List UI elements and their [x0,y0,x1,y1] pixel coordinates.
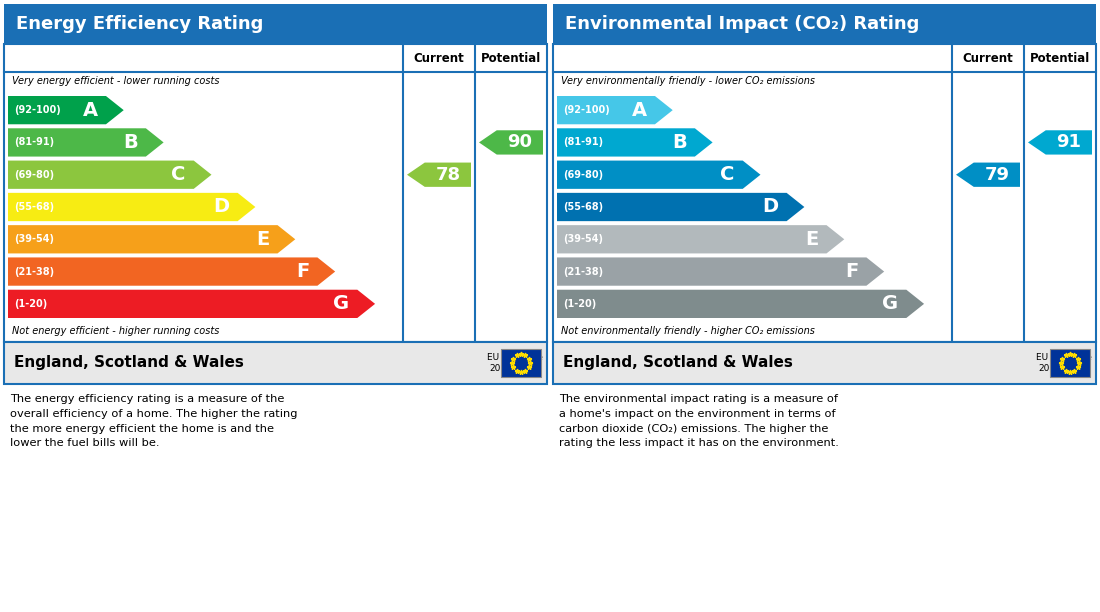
Bar [553,4,1096,44]
Text: A: A [82,100,98,119]
Text: The energy efficiency rating is a measure of the
overall efficiency of a home. T: The energy efficiency rating is a measur… [10,394,297,449]
Text: (39-54): (39-54) [14,234,54,244]
Bar [4,44,547,342]
Polygon shape [8,258,336,286]
Text: (1-20): (1-20) [563,299,596,309]
Text: E: E [256,230,270,249]
Text: Very environmentally friendly - lower CO₂ emissions: Very environmentally friendly - lower CO… [561,76,815,86]
Text: D: D [762,198,779,217]
Bar [1050,349,1090,377]
Polygon shape [956,163,1020,187]
Text: Very energy efficient - lower running costs: Very energy efficient - lower running co… [12,76,220,86]
Bar [4,342,547,384]
Text: (81-91): (81-91) [563,138,603,147]
Polygon shape [8,193,255,221]
Polygon shape [8,289,375,318]
Text: (69-80): (69-80) [563,170,603,180]
Text: C: C [720,165,735,184]
Text: Energy Efficiency Rating: Energy Efficiency Rating [16,15,263,33]
Text: (55-68): (55-68) [14,202,54,212]
Text: G: G [333,294,350,313]
Polygon shape [8,160,211,189]
Text: E: E [805,230,818,249]
Bar [553,342,1096,384]
Text: (1-20): (1-20) [14,299,47,309]
Text: 78: 78 [436,166,461,184]
Polygon shape [557,193,804,221]
Text: Potential: Potential [1030,51,1090,64]
Polygon shape [557,289,924,318]
Polygon shape [8,225,295,253]
Text: Environmental Impact (CO₂) Rating: Environmental Impact (CO₂) Rating [565,15,920,33]
Bar [500,349,541,377]
Polygon shape [557,160,760,189]
Polygon shape [478,130,543,155]
Polygon shape [8,96,123,124]
Polygon shape [557,225,845,253]
Text: (55-68): (55-68) [563,202,603,212]
Text: D: D [213,198,230,217]
Text: 79: 79 [984,166,1010,184]
Text: (21-38): (21-38) [563,267,603,277]
Text: The environmental impact rating is a measure of
a home's impact on the environme: The environmental impact rating is a mea… [559,394,839,449]
Polygon shape [557,258,884,286]
Text: England, Scotland & Wales: England, Scotland & Wales [563,356,793,370]
Text: (92-100): (92-100) [14,105,60,115]
Polygon shape [557,129,713,157]
Text: F: F [296,262,309,281]
Text: (92-100): (92-100) [563,105,609,115]
Bar [553,44,1096,342]
Text: A: A [631,100,647,119]
Text: (21-38): (21-38) [14,267,54,277]
Polygon shape [407,163,471,187]
Text: EU Directive
2002/91/EC: EU Directive 2002/91/EC [1036,353,1092,373]
Bar [4,4,547,44]
Text: (39-54): (39-54) [563,234,603,244]
Text: (69-80): (69-80) [14,170,54,180]
Text: Not energy efficient - higher running costs: Not energy efficient - higher running co… [12,326,219,336]
Text: B: B [672,133,686,152]
Text: F: F [845,262,858,281]
Text: 90: 90 [507,133,532,151]
Text: C: C [172,165,186,184]
Text: 91: 91 [1056,133,1081,151]
Text: B: B [123,133,138,152]
Text: Current: Current [414,51,464,64]
Text: Current: Current [962,51,1013,64]
Text: Not environmentally friendly - higher CO₂ emissions: Not environmentally friendly - higher CO… [561,326,815,336]
Polygon shape [557,96,673,124]
Text: England, Scotland & Wales: England, Scotland & Wales [14,356,244,370]
Text: EU Directive
2002/91/EC: EU Directive 2002/91/EC [487,353,543,373]
Text: Potential: Potential [481,51,541,64]
Text: G: G [882,294,899,313]
Text: (81-91): (81-91) [14,138,54,147]
Polygon shape [8,129,164,157]
Polygon shape [1028,130,1092,155]
